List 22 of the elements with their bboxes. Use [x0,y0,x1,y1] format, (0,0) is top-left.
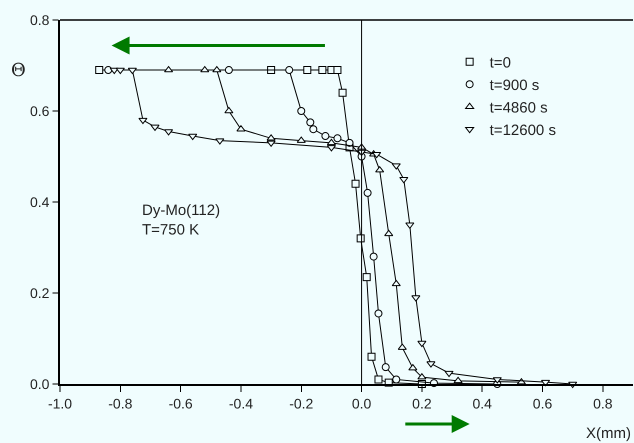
y-tick-label: 0.4 [30,194,50,210]
y-axis-title: Θ [11,60,26,81]
legend-label: t=0 [490,54,511,72]
x-tick-label: 0.4 [472,396,492,412]
x-tick-label: -0.4 [228,396,254,412]
annotation: Dy-Mo(112) T=750 K [142,202,220,238]
x-tick-label: 0.0 [352,396,372,412]
x-axis-title: X(mm) [586,425,631,442]
x-tick-label: -1.0 [48,396,72,412]
y-tick-label: 0.2 [30,284,50,301]
x-tick-label: 0.8 [593,396,613,412]
legend-label: t=900 s [490,77,540,94]
y-tick-label: 0.8 [30,12,50,28]
x-tick-label: -0.2 [289,396,314,412]
x-tick-label: -0.6 [168,396,193,412]
legend-label: t=12600 s [490,122,556,140]
y-tick-label: 0.0 [30,376,50,392]
x-tick-label: -0.8 [108,396,133,412]
x-tick-label: 0.2 [412,396,432,412]
x-tick-label: 0.6 [532,396,552,412]
legend-label: t=4860 s [490,100,548,117]
y-tick-label: 0.6 [30,102,50,119]
